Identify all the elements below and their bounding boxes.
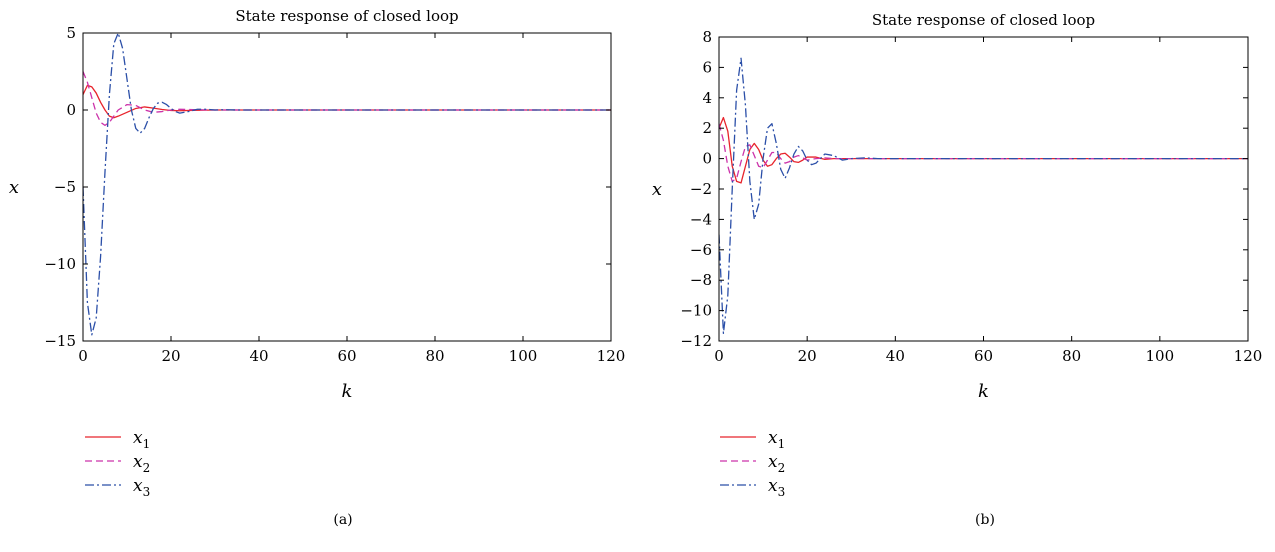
y-tick-label: −4 [690, 210, 712, 228]
series-line-x3 [719, 57, 1248, 335]
series-line-x2 [83, 71, 611, 127]
y-tick-label: −5 [54, 178, 76, 196]
y-tick-label: −2 [690, 180, 712, 198]
y-tick-label: −6 [690, 241, 712, 259]
x-tick-label: 80 [425, 347, 444, 365]
chart-title: State response of closed loop [235, 7, 458, 25]
y-tick-label: 6 [702, 58, 712, 76]
series-line-x2 [719, 123, 1248, 183]
series-line-x1 [83, 84, 611, 119]
legend-label-x1: x1 [133, 428, 150, 451]
panel-caption: (b) [975, 512, 995, 528]
x-tick-label: 20 [161, 347, 180, 365]
x-tick-label: 60 [974, 347, 993, 365]
y-tick-label: 5 [66, 24, 76, 42]
series-line-x1 [719, 116, 1248, 184]
y-tick-label: −10 [44, 255, 76, 273]
x-axis-label: k [342, 381, 353, 402]
x-tick-label: 80 [1062, 347, 1081, 365]
y-tick-label: −8 [690, 271, 712, 289]
x-tick-label: 60 [337, 347, 356, 365]
legend-subscript: 1 [778, 437, 786, 451]
y-axis-label: x [652, 179, 662, 200]
x-tick-label: 20 [798, 347, 817, 365]
legend-subscript: 2 [143, 461, 151, 475]
plot-frame [718, 36, 1249, 342]
x-tick-label: 40 [886, 347, 905, 365]
x-tick-label: 0 [78, 347, 88, 365]
y-tick-label: 0 [66, 101, 76, 119]
series-line-x3 [83, 33, 611, 336]
y-axis-label: x [9, 177, 19, 198]
legend-label-x1: x1 [768, 428, 785, 451]
y-tick-label: −12 [680, 332, 712, 350]
y-tick-label: 4 [702, 89, 712, 107]
legend-label-x3: x3 [768, 476, 785, 499]
legend-label-x2: x2 [133, 452, 150, 475]
y-tick-label: −15 [44, 332, 76, 350]
legend-subscript: 3 [778, 485, 786, 499]
x-tick-label: 0 [714, 347, 724, 365]
legend-subscript: 3 [143, 485, 151, 499]
x-axis-label: k [978, 381, 989, 402]
legend-label-x3: x3 [133, 476, 150, 499]
y-tick-label: 2 [702, 119, 712, 137]
chart-title: State response of closed loop [872, 11, 1095, 29]
legend-label-x2: x2 [768, 452, 785, 475]
x-tick-label: 40 [249, 347, 268, 365]
legend-subscript: 1 [143, 437, 151, 451]
x-tick-label: 120 [597, 347, 626, 365]
y-tick-label: 0 [702, 150, 712, 168]
y-tick-label: 8 [702, 28, 712, 46]
plot-frame [82, 32, 612, 342]
y-tick-label: −10 [680, 302, 712, 320]
x-tick-label: 100 [509, 347, 538, 365]
x-tick-label: 100 [1146, 347, 1175, 365]
x-tick-label: 120 [1234, 347, 1263, 365]
legend-subscript: 2 [778, 461, 786, 475]
panel-caption: (a) [333, 512, 352, 528]
